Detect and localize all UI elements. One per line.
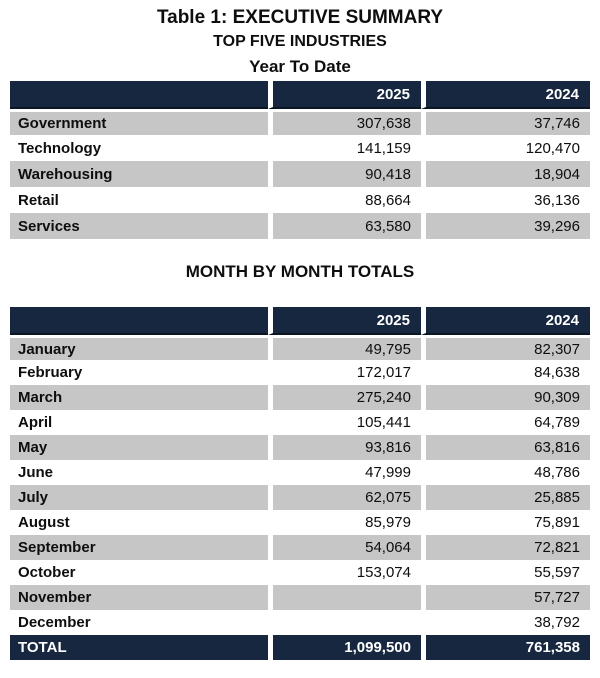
industries-header-2025: 2025 (268, 81, 421, 109)
value-2025: 307,638 (268, 109, 421, 135)
monthly-header-blank (10, 307, 268, 335)
table-row: February 172,017 84,638 (10, 360, 590, 385)
value-2024: 39,296 (421, 213, 590, 239)
row-label: Technology (10, 135, 268, 161)
row-label: Government (10, 109, 268, 135)
industries-header-row: 2025 2024 (10, 81, 590, 109)
value-2025: 93,816 (268, 435, 421, 460)
table-row: January 49,795 82,307 (10, 335, 590, 360)
value-2024: 120,470 (421, 135, 590, 161)
value-2024: 57,727 (421, 585, 590, 610)
value-2024: 25,885 (421, 485, 590, 510)
row-label: May (10, 435, 268, 460)
value-2025: 105,441 (268, 410, 421, 435)
value-2025: 90,418 (268, 161, 421, 187)
page-subtitle: TOP FIVE INDUSTRIES (213, 33, 387, 50)
value-2024: 18,904 (421, 161, 590, 187)
row-label: Retail (10, 187, 268, 213)
value-2025: 85,979 (268, 510, 421, 535)
row-label: April (10, 410, 268, 435)
value-2024: 36,136 (421, 187, 590, 213)
value-2024: 72,821 (421, 535, 590, 560)
table-row: May 93,816 63,816 (10, 435, 590, 460)
value-2024: 64,789 (421, 410, 590, 435)
total-2025: 1,099,500 (268, 635, 421, 660)
table-row: Retail 88,664 36,136 (10, 187, 590, 213)
table-row: Technology 141,159 120,470 (10, 135, 590, 161)
total-label: TOTAL (10, 635, 268, 660)
value-2025: 172,017 (268, 360, 421, 385)
total-row: TOTAL 1,099,500 761,358 (10, 635, 590, 660)
row-label: September (10, 535, 268, 560)
value-2025: 141,159 (268, 135, 421, 161)
row-label: June (10, 460, 268, 485)
industries-table-caption: Year To Date (249, 57, 351, 76)
row-label: February (10, 360, 268, 385)
monthly-header-row: 2025 2024 (10, 307, 590, 335)
value-2024: 38,792 (421, 610, 590, 635)
value-2025 (268, 585, 421, 610)
table-row: July 62,075 25,885 (10, 485, 590, 510)
table-row: June 47,999 48,786 (10, 460, 590, 485)
industries-table: 2025 2024 Government 307,638 37,746 Tech… (10, 81, 590, 239)
total-2024: 761,358 (421, 635, 590, 660)
monthly-table-caption: MONTH BY MONTH TOTALS (185, 262, 415, 281)
row-label: Services (10, 213, 268, 239)
table-row: April 105,441 64,789 (10, 410, 590, 435)
value-2025: 275,240 (268, 385, 421, 410)
row-label: August (10, 510, 268, 535)
monthly-header-2024: 2024 (421, 307, 590, 335)
value-2024: 55,597 (421, 560, 590, 585)
value-2024: 48,786 (421, 460, 590, 485)
table-row: December 38,792 (10, 610, 590, 635)
value-2025: 47,999 (268, 460, 421, 485)
value-2025: 54,064 (268, 535, 421, 560)
value-2024: 82,307 (421, 335, 590, 360)
table-row: August 85,979 75,891 (10, 510, 590, 535)
table-row: September 54,064 72,821 (10, 535, 590, 560)
value-2024: 75,891 (421, 510, 590, 535)
row-label: Warehousing (10, 161, 268, 187)
value-2025 (268, 610, 421, 635)
value-2024: 84,638 (421, 360, 590, 385)
table-row: November 57,727 (10, 585, 590, 610)
value-2025: 88,664 (268, 187, 421, 213)
value-2025: 49,795 (268, 335, 421, 360)
table-row: March 275,240 90,309 (10, 385, 590, 410)
value-2024: 90,309 (421, 385, 590, 410)
value-2024: 63,816 (421, 435, 590, 460)
table-row: October 153,074 55,597 (10, 560, 590, 585)
table-row: Warehousing 90,418 18,904 (10, 161, 590, 187)
page-title: Table 1: EXECUTIVE SUMMARY (156, 7, 444, 28)
row-label: November (10, 585, 268, 610)
row-label: December (10, 610, 268, 635)
row-label: October (10, 560, 268, 585)
table-row: Services 63,580 39,296 (10, 213, 590, 239)
value-2025: 153,074 (268, 560, 421, 585)
monthly-table: 2025 2024 January 49,795 82,307 February… (10, 307, 590, 660)
value-2025: 62,075 (268, 485, 421, 510)
table-row: Government 307,638 37,746 (10, 109, 590, 135)
industries-header-blank (10, 81, 268, 109)
industries-header-2024: 2024 (421, 81, 590, 109)
row-label: July (10, 485, 268, 510)
value-2025: 63,580 (268, 213, 421, 239)
row-label: January (10, 335, 268, 360)
value-2024: 37,746 (421, 109, 590, 135)
monthly-header-2025: 2025 (268, 307, 421, 335)
row-label: March (10, 385, 268, 410)
